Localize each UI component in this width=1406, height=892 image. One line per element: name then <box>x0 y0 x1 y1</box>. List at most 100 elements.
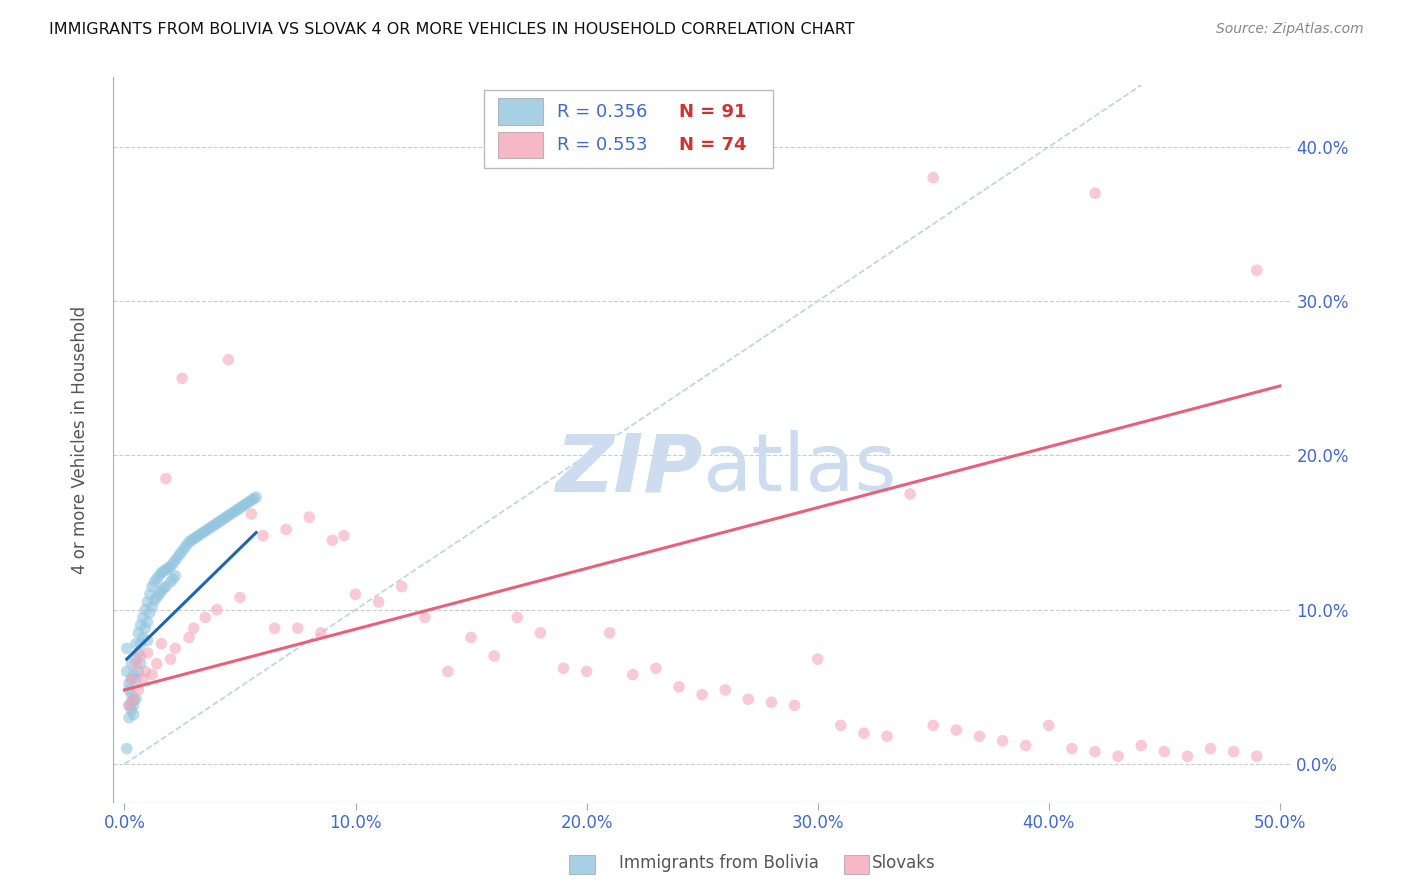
Point <box>176 538 198 552</box>
Point <box>287 621 309 635</box>
Point <box>127 626 149 640</box>
Text: N = 91: N = 91 <box>679 103 747 120</box>
Point <box>132 610 155 624</box>
Point <box>240 507 263 521</box>
Point <box>852 726 875 740</box>
Point <box>120 657 142 671</box>
Point <box>127 683 149 698</box>
Point <box>157 561 180 575</box>
Point <box>197 523 219 537</box>
Point <box>122 707 145 722</box>
Point <box>155 472 177 486</box>
Point <box>120 688 142 702</box>
Point <box>125 637 148 651</box>
Point <box>668 680 690 694</box>
FancyBboxPatch shape <box>498 98 543 125</box>
Point <box>783 698 806 713</box>
Point <box>125 652 148 666</box>
Point <box>529 626 551 640</box>
Point <box>922 718 945 732</box>
Point <box>898 487 921 501</box>
Point <box>118 711 141 725</box>
Text: Immigrants from Bolivia: Immigrants from Bolivia <box>619 855 818 872</box>
Point <box>122 692 145 706</box>
Point <box>830 718 852 732</box>
Point <box>162 557 184 571</box>
Point <box>215 510 238 524</box>
Point <box>1199 741 1222 756</box>
Point <box>118 698 141 713</box>
Point <box>183 532 205 546</box>
Point <box>125 692 148 706</box>
Point <box>945 723 967 737</box>
Point <box>180 533 202 548</box>
Point <box>159 652 181 666</box>
Point <box>205 516 228 531</box>
Point <box>127 665 149 679</box>
Point <box>122 698 145 713</box>
Point <box>240 493 263 508</box>
Point <box>645 661 668 675</box>
Point <box>204 517 226 532</box>
Text: R = 0.356: R = 0.356 <box>557 103 648 120</box>
Text: ZIP: ZIP <box>555 430 702 508</box>
Point <box>243 491 266 506</box>
Point <box>208 515 231 529</box>
Point <box>143 593 166 607</box>
Point <box>599 626 621 640</box>
Point <box>238 494 260 508</box>
Point <box>118 677 141 691</box>
Point <box>714 683 737 698</box>
Point <box>229 500 252 515</box>
Point <box>136 615 159 629</box>
Point <box>252 529 274 543</box>
Point <box>150 566 173 580</box>
Point <box>122 692 145 706</box>
Text: atlas: atlas <box>702 430 897 508</box>
Point <box>1130 739 1153 753</box>
Point <box>187 529 209 543</box>
Text: IMMIGRANTS FROM BOLIVIA VS SLOVAK 4 OR MORE VEHICLES IN HOUSEHOLD CORRELATION CH: IMMIGRANTS FROM BOLIVIA VS SLOVAK 4 OR M… <box>49 22 855 37</box>
Point <box>120 695 142 709</box>
Point <box>150 637 173 651</box>
Point <box>437 665 460 679</box>
Point <box>201 519 224 533</box>
Point <box>145 572 167 586</box>
Point <box>179 534 201 549</box>
FancyBboxPatch shape <box>498 132 543 158</box>
Point <box>169 547 191 561</box>
FancyBboxPatch shape <box>484 90 773 168</box>
Point <box>219 507 242 521</box>
Point <box>141 599 163 614</box>
Point <box>129 618 152 632</box>
Y-axis label: 4 or more Vehicles in Household: 4 or more Vehicles in Household <box>72 306 89 574</box>
Point <box>115 741 138 756</box>
Point <box>165 553 187 567</box>
Point <box>506 610 529 624</box>
Point <box>205 603 228 617</box>
Point <box>807 652 830 666</box>
Point <box>991 734 1014 748</box>
Point <box>233 498 256 512</box>
Point <box>120 672 142 686</box>
Text: Source: ZipAtlas.com: Source: ZipAtlas.com <box>1216 22 1364 37</box>
Point <box>690 688 713 702</box>
Point <box>1038 718 1060 732</box>
Point <box>152 564 174 578</box>
Point <box>737 692 759 706</box>
Point <box>115 641 138 656</box>
Point <box>184 530 207 544</box>
Point <box>553 661 575 675</box>
Point <box>194 610 217 624</box>
Point <box>413 610 436 624</box>
Point <box>263 621 285 635</box>
Point <box>136 595 159 609</box>
Point <box>1060 741 1083 756</box>
Point <box>172 371 194 385</box>
Point <box>159 559 181 574</box>
Point <box>141 580 163 594</box>
Point <box>276 523 298 537</box>
Point <box>129 648 152 663</box>
Point <box>969 729 991 743</box>
Point <box>129 657 152 671</box>
